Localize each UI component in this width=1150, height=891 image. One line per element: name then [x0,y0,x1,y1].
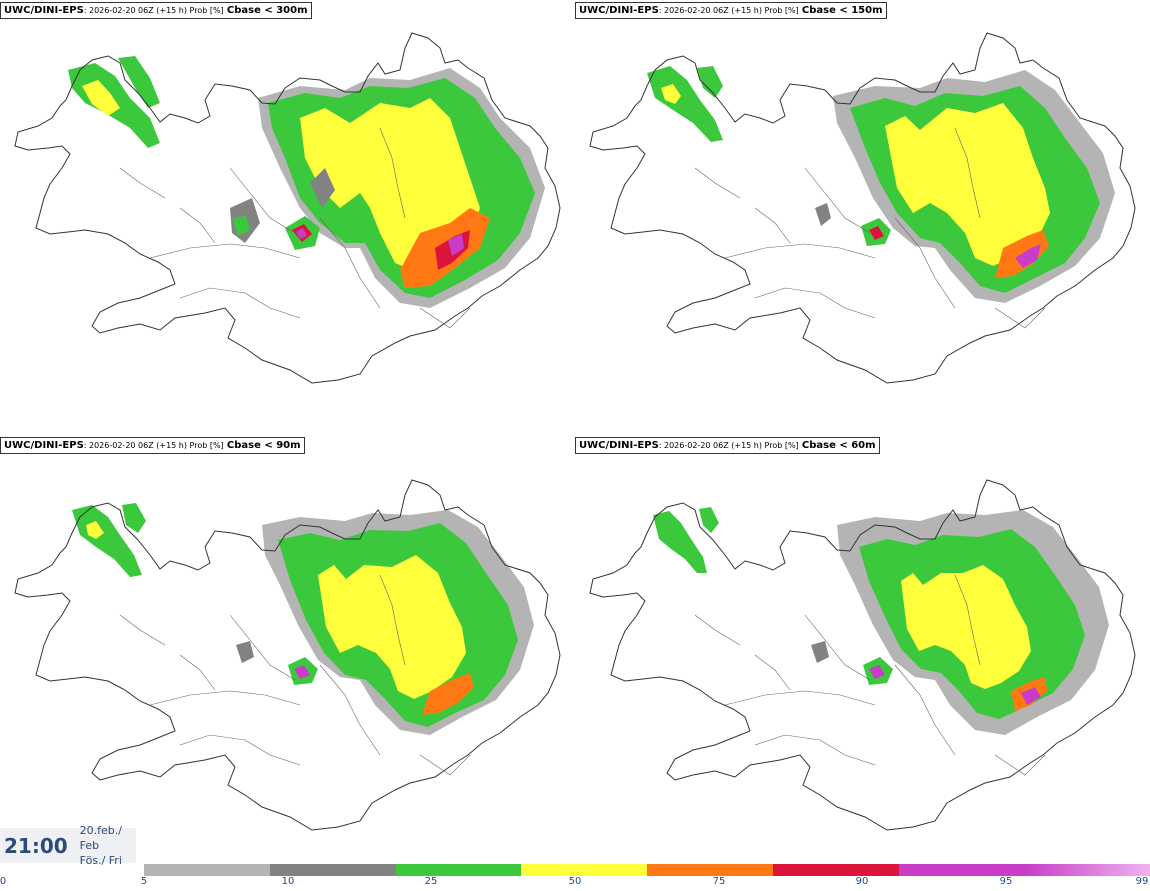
colorbar-segment [1024,864,1150,876]
border-line [894,217,956,309]
colorbar-tick-label: 25 [424,876,438,887]
border-line [994,754,1046,776]
probability-area [422,673,474,715]
border-line [179,207,216,244]
border-line [954,127,981,219]
probability-area [647,66,723,142]
border-line [119,167,166,199]
iceland-probability-map [589,32,1136,384]
map-panel-cbase-300: UWC/DINI-EPS: 2026-02-20 06Z (+15 h) Pro… [0,0,575,435]
probability-area [697,66,723,98]
border-line [419,307,471,329]
probability-area [232,216,250,236]
border-line [954,574,981,666]
border-line [149,243,301,259]
border-line [694,167,741,199]
probability-area [236,641,254,663]
probability-area [661,84,681,104]
probability-area [699,507,719,533]
coastline [14,32,561,384]
probability-area [1015,244,1041,268]
border-line [694,614,741,646]
border-line [379,574,406,666]
probability-area [294,665,310,679]
probability-area [310,168,335,208]
valid-time: 21:00 [4,833,68,858]
map-panel-cbase-90: UWC/DINI-EPS: 2026-02-20 06Z (+15 h) Pro… [0,435,575,870]
colorbar-tick-label: 10 [281,876,295,887]
colorbar-segment [395,864,522,876]
probability-area [82,80,120,116]
border-line [319,217,381,309]
probability-area [653,511,707,573]
border-line [379,127,406,219]
probability-area [1021,687,1041,705]
probability-area [118,56,160,108]
border-line [319,664,381,756]
coastline [14,479,561,831]
colorbar-tick-label: 75 [712,876,726,887]
colorbar-segment [521,864,648,876]
border-line [724,690,876,706]
valid-day: Fös./ Fri [79,854,122,867]
map-panel-cbase-60: UWC/DINI-EPS: 2026-02-20 06Z (+15 h) Pro… [575,435,1150,870]
border-line [804,167,871,234]
iceland-probability-map [589,479,1136,831]
valid-time-box: 21:00 20.feb./ Feb Fös./ Fri [0,824,136,867]
probability-area [815,203,831,226]
panel-title: UWC/DINI-EPS: 2026-02-20 06Z (+15 h) Pro… [0,437,305,454]
probability-area [901,565,1031,689]
probability-area [885,103,1050,266]
border-line [229,167,296,234]
border-line [754,207,791,244]
colorbar-tick-label: 0 [0,876,7,887]
colorbar-segment [269,864,396,876]
probability-area [869,665,885,679]
map-panel-cbase-150: UWC/DINI-EPS: 2026-02-20 06Z (+15 h) Pro… [575,0,1150,435]
border-line [149,690,301,706]
probability-area [296,228,307,239]
iceland-probability-map [14,479,561,831]
border-line [894,664,956,756]
border-line [754,734,876,766]
border-line [994,307,1046,329]
border-line [179,654,216,691]
border-line [179,287,301,319]
panel-title: UWC/DINI-EPS: 2026-02-20 06Z (+15 h) Pro… [575,2,887,19]
border-line [724,243,876,259]
coastline [589,479,1136,831]
probability-area [448,234,464,256]
probability-area [869,226,884,240]
panel-title: UWC/DINI-EPS: 2026-02-20 06Z (+15 h) Pro… [575,437,880,454]
probability-area [318,555,466,699]
colorbar-segment [144,864,271,876]
colorbar-tick-label: 50 [568,876,582,887]
probability-colorbar [144,864,1150,876]
colorbar-segment [772,864,899,876]
colorbar-tick-label: 90 [855,876,869,887]
colorbar-segment [647,864,774,876]
probability-area [72,505,142,577]
colorbar-segment [898,864,1025,876]
probability-area [86,521,104,539]
colorbar-tick-label: 99 [1135,876,1149,887]
border-line [119,614,166,646]
border-line [754,654,791,691]
probability-area [811,641,829,663]
iceland-probability-map [14,32,561,384]
border-line [419,754,471,776]
coastline [589,32,1136,384]
border-line [804,614,871,681]
probability-area [122,503,146,533]
panel-title: UWC/DINI-EPS: 2026-02-20 06Z (+15 h) Pro… [0,2,312,19]
border-line [754,287,876,319]
valid-date: 20.feb./ Feb [79,824,122,852]
colorbar-tick-label: 95 [999,876,1013,887]
colorbar-tick-label: 5 [140,876,148,887]
border-line [179,734,301,766]
border-line [229,614,296,681]
